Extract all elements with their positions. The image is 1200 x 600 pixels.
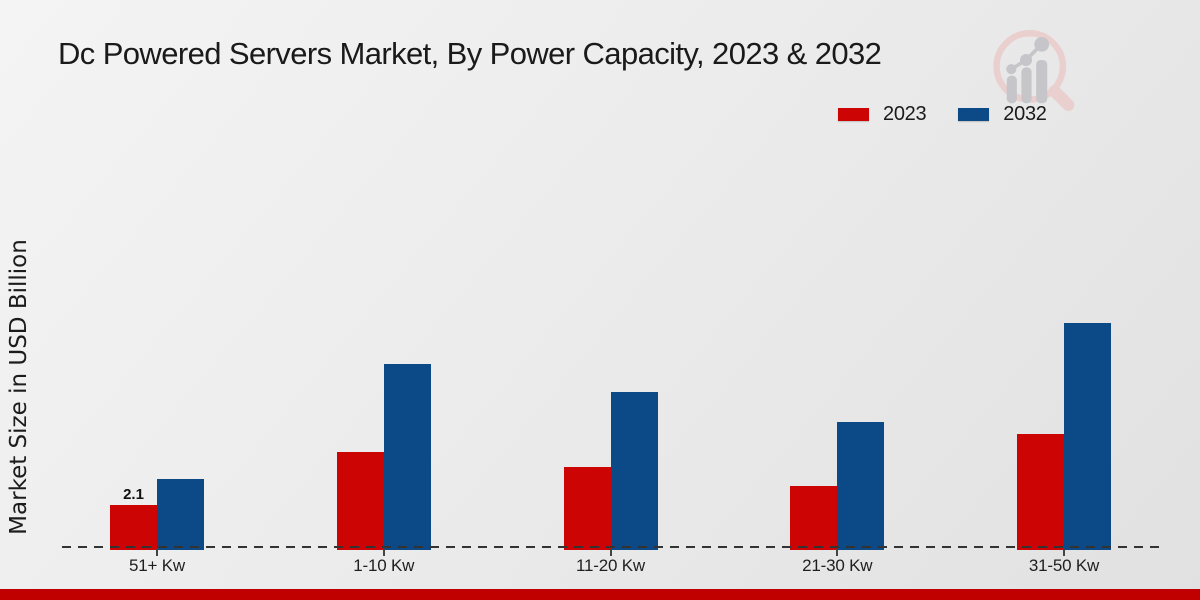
- x-axis-label: 21-30 Kw: [802, 556, 873, 575]
- bar-2023-51+kw: [110, 505, 157, 550]
- x-axis-tick: [382, 549, 385, 556]
- chart-title: Dc Powered Servers Market, By Power Capa…: [58, 36, 882, 71]
- bar-2032-21-30kw: [837, 422, 885, 550]
- bar-2032-31-50kw: [1064, 323, 1111, 550]
- x-axis-label: 31-50 Kw: [1028, 556, 1100, 575]
- bar-2023-1-10kw: [336, 452, 384, 550]
- x-axis-tick: [156, 549, 158, 556]
- x-axis-line: [62, 546, 1160, 548]
- magnifier-growth-chart-logo-icon: [993, 30, 1075, 112]
- bar-2032-51+kw: [157, 479, 204, 550]
- footer-accent-bar: [0, 589, 1200, 600]
- x-axis-tick: [609, 549, 612, 556]
- legend-swatch-2023: [838, 108, 869, 121]
- x-axis-label: 1-10 Kw: [353, 556, 415, 575]
- legend-label-2032: 2032: [1003, 103, 1047, 125]
- y-axis-title: Market Size in USD Billion: [6, 239, 32, 535]
- legend-item-2023: 2023: [838, 103, 927, 126]
- bar-2032-1-10kw: [383, 364, 431, 550]
- legend-swatch-2032: [958, 108, 990, 121]
- bar-2032-11-20kw: [610, 392, 658, 550]
- x-axis-label: 51+ Kw: [129, 556, 185, 575]
- legend: 2023 2032: [838, 103, 1047, 126]
- x-axis-tick: [1063, 549, 1065, 556]
- bar-value-label: 2.1: [123, 486, 144, 503]
- legend-item-2032: 2032: [958, 103, 1047, 126]
- bar-2023-11-20kw: [563, 467, 611, 550]
- x-axis-label: 11-20 Kw: [576, 556, 645, 575]
- bar-2023-31-50kw: [1017, 434, 1064, 550]
- x-axis-tick: [836, 549, 839, 556]
- bar-2023-21-30kw: [790, 486, 838, 550]
- legend-label-2023: 2023: [883, 103, 927, 125]
